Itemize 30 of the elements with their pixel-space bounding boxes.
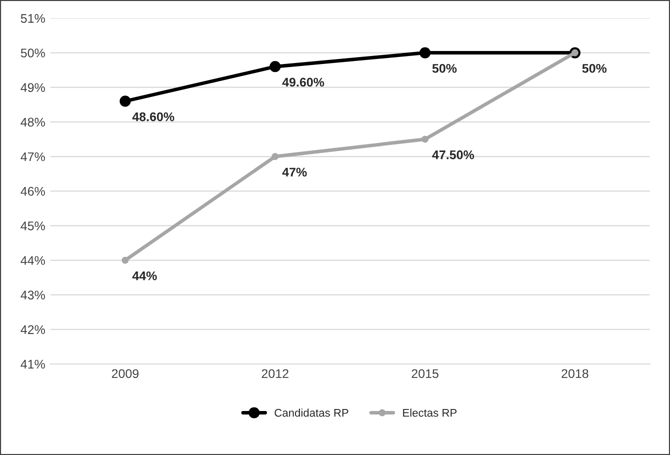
legend-label: Candidatas RP: [274, 408, 348, 417]
data-label: 47.50%: [432, 150, 474, 160]
point: [422, 136, 429, 143]
y-tick-label: 43%: [20, 290, 45, 300]
y-tick-label: 41%: [20, 360, 45, 369]
legend-label: Electas RP: [403, 408, 457, 417]
y-tick-label: 46%: [20, 186, 45, 196]
x-tick-label: 2009: [112, 369, 139, 378]
point: [270, 61, 281, 72]
point: [272, 153, 279, 160]
y-tick-label: 49%: [20, 83, 45, 92]
x-tick-label: 2015: [412, 369, 438, 378]
point: [120, 96, 131, 107]
data-label: 50%: [432, 64, 457, 73]
data-label: 47%: [282, 168, 307, 177]
data-label: 44%: [132, 271, 157, 280]
y-tick-label: 47%: [20, 152, 45, 162]
y-tick-label: 44%: [20, 256, 45, 265]
data-label: 49.60%: [282, 78, 324, 87]
point: [122, 256, 129, 264]
y-tick-label: 42%: [20, 325, 45, 334]
data-label: 48.60%: [132, 112, 174, 122]
y-tick-label: 50%: [20, 48, 45, 58]
y-tick-label: 51%: [20, 14, 45, 23]
x-tick-label: 2018: [562, 369, 588, 378]
y-tick-label: 45%: [20, 222, 45, 230]
point: [419, 47, 431, 58]
y-tick-label: 48%: [20, 118, 45, 127]
data-label: 50%: [582, 64, 607, 73]
x-tick-label: 2012: [262, 369, 288, 378]
